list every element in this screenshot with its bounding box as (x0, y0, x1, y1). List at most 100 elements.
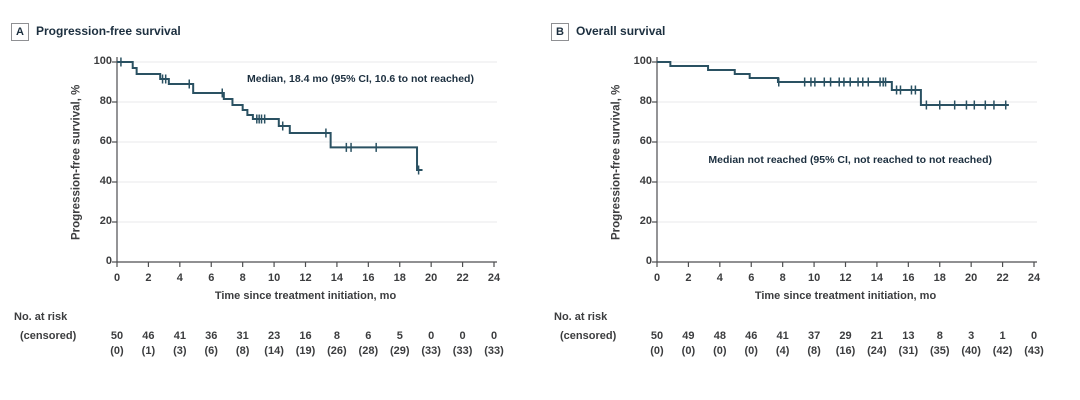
censored-count: (28) (358, 345, 379, 357)
y-tick-label: 80 (99, 95, 112, 107)
risk-table-subheader: (censored) (20, 330, 77, 342)
at-risk-count: 46 (745, 330, 758, 342)
x-tick-label: 16 (362, 272, 375, 284)
at-risk-count: 50 (110, 330, 124, 342)
at-risk-count: 37 (807, 330, 821, 342)
at-risk-count: 48 (713, 330, 726, 342)
x-tick-label: 20 (965, 272, 978, 284)
at-risk-count: 0 (1030, 330, 1038, 342)
censored-count: (0) (650, 345, 664, 357)
censored-count: (8) (235, 345, 250, 357)
at-risk-count: 23 (267, 330, 281, 342)
y-axis-title: Progression-free survival, % (70, 84, 83, 240)
censored-count: (14) (264, 345, 284, 357)
survival-curve (657, 61, 1009, 106)
x-axis-title: Time since treatment initiation, mo (754, 290, 937, 302)
censored-count: (33) (452, 345, 473, 357)
x-tick-label: 12 (299, 272, 312, 284)
censored-count: (0) (681, 345, 696, 357)
x-tick-label: 6 (208, 272, 215, 284)
at-risk-count: 36 (205, 330, 218, 342)
censored-count: (33) (484, 345, 504, 357)
y-tick-label: 0 (105, 255, 112, 267)
at-risk-count: 16 (299, 330, 312, 342)
x-tick-label: 10 (807, 272, 821, 284)
y-tick-label: 100 (93, 55, 112, 67)
x-tick-label: 8 (779, 272, 786, 284)
x-tick-label: 14 (330, 272, 344, 284)
at-risk-count: 31 (236, 330, 249, 342)
at-risk-count: 50 (650, 330, 664, 342)
at-risk-count: 41 (776, 330, 789, 342)
censored-count: (19) (295, 345, 316, 357)
censored-count: (6) (204, 345, 218, 357)
censored-count: (24) (867, 345, 887, 357)
censored-count: (29) (389, 345, 410, 357)
panel-title: Overall survival (576, 24, 666, 38)
at-risk-count: 1 (999, 330, 1006, 342)
at-risk-count: 0 (428, 330, 435, 342)
at-risk-count: 29 (839, 330, 852, 342)
censored-count: (31) (898, 345, 919, 357)
censored-count: (42) (992, 345, 1013, 357)
x-tick-label: 22 (996, 272, 1009, 284)
x-tick-label: 18 (933, 272, 946, 284)
at-risk-count: 6 (365, 330, 372, 342)
y-axis-title: Progression-free survival, % (610, 84, 623, 240)
censored-count: (33) (421, 345, 441, 357)
censored-count: (1) (141, 345, 156, 357)
at-risk-count: 41 (173, 330, 186, 342)
y-tick-label: 60 (99, 135, 112, 147)
at-risk-count: 0 (459, 330, 466, 342)
censored-count: (0) (110, 345, 124, 357)
y-tick-label: 80 (639, 95, 652, 107)
y-tick-label: 100 (633, 55, 652, 67)
censored-count: (0) (744, 345, 758, 357)
panel-overall-survival: B Overall survival Progression-free surv… (540, 0, 1080, 400)
x-tick-label: 18 (393, 272, 406, 284)
risk-table-subheader: (censored) (560, 330, 617, 342)
censored-count: (35) (929, 345, 950, 357)
x-tick-label: 4 (716, 272, 723, 284)
panel-letter-box: A (11, 23, 29, 41)
y-tick-label: 20 (99, 215, 112, 227)
x-tick-label: 8 (239, 272, 246, 284)
x-tick-label: 10 (267, 272, 281, 284)
x-tick-label: 22 (456, 272, 469, 284)
y-tick-label: 40 (639, 175, 652, 187)
censored-count: (0) (713, 345, 727, 357)
at-risk-count: 46 (142, 330, 155, 342)
x-tick-label: 0 (113, 272, 121, 284)
at-risk-count: 8 (936, 330, 943, 342)
censored-count: (3) (173, 345, 187, 357)
y-tick-label: 0 (645, 255, 652, 267)
km-plot-a (112, 57, 497, 267)
x-tick-label: 24 (487, 272, 501, 284)
censored-count: (16) (835, 345, 856, 357)
censored-count: (8) (807, 345, 821, 357)
risk-table-header: No. at risk (14, 311, 68, 323)
at-risk-count: 5 (396, 330, 403, 342)
x-tick-label: 4 (176, 272, 183, 284)
survival-curve (117, 61, 423, 171)
at-risk-count: 49 (682, 330, 695, 342)
at-risk-count: 21 (870, 330, 884, 342)
x-tick-label: 14 (870, 272, 884, 284)
median-annotation: Median not reached (95% CI, not reached … (708, 154, 992, 166)
km-plot-b (652, 57, 1037, 267)
panel-progression-free-survival: A Progression-free survival Progression-… (11, 23, 504, 357)
x-tick-label: 2 (145, 272, 152, 284)
x-tick-label: 16 (902, 272, 915, 284)
censored-count: (43) (1024, 345, 1044, 357)
at-risk-count: 13 (902, 330, 915, 342)
risk-table-header: No. at risk (554, 311, 608, 323)
median-annotation: Median, 18.4 mo (95% CI, 10.6 to not rea… (246, 73, 474, 85)
panel-letter-box: B (551, 23, 569, 41)
x-tick-label: 12 (839, 272, 852, 284)
x-tick-label: 2 (685, 272, 692, 284)
y-tick-label: 60 (639, 135, 652, 147)
at-risk-count: 8 (333, 330, 340, 342)
censored-count: (26) (327, 345, 347, 357)
at-risk-count: 3 (968, 330, 975, 342)
